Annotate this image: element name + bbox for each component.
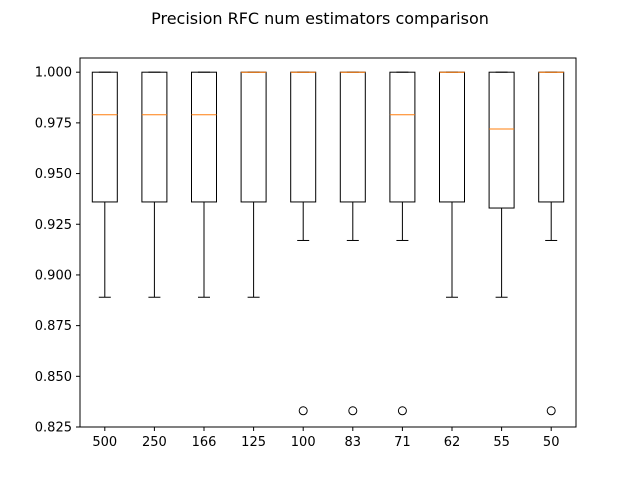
x-tick-label: 125 xyxy=(241,435,266,450)
y-tick-label: 0.950 xyxy=(35,167,72,182)
outlier-point xyxy=(348,406,358,416)
plot-area: 0.825 0.850 0.875 0.900 0.925 0.950 0.975 1.000… xyxy=(35,57,577,450)
x-tick-label: 71 xyxy=(394,435,411,450)
y-tick-label: 0.825 xyxy=(35,421,72,436)
box-body xyxy=(488,71,515,209)
box-body xyxy=(91,71,118,203)
x-tick-label: 500 xyxy=(92,435,117,450)
outlier-point xyxy=(298,406,308,416)
x-tick-label: 55 xyxy=(493,435,510,450)
box-body xyxy=(191,71,217,203)
axes-frame xyxy=(79,57,577,428)
y-tick-label: 0.925 xyxy=(35,218,72,233)
x-tick-label: 50 xyxy=(543,435,560,450)
x-tick-label: 83 xyxy=(345,435,362,450)
x-tick-label: 166 xyxy=(192,435,217,450)
outlier-point xyxy=(397,406,407,416)
outlier-point xyxy=(546,406,556,416)
y-tick-label: 0.975 xyxy=(35,116,72,131)
x-tick-label: 100 xyxy=(291,435,316,450)
y-tick-label: 0.875 xyxy=(35,319,72,334)
x-tick-label: 62 xyxy=(444,435,461,450)
box-body xyxy=(141,71,168,203)
chart-title: Precision RFC num estimators comparison xyxy=(151,9,489,28)
y-tick-label: 0.850 xyxy=(35,370,72,385)
y-tick-label: 1.000 xyxy=(35,66,72,81)
box-body xyxy=(389,71,416,203)
y-tick-label: 0.900 xyxy=(35,268,72,283)
x-tick-label: 250 xyxy=(142,435,167,450)
